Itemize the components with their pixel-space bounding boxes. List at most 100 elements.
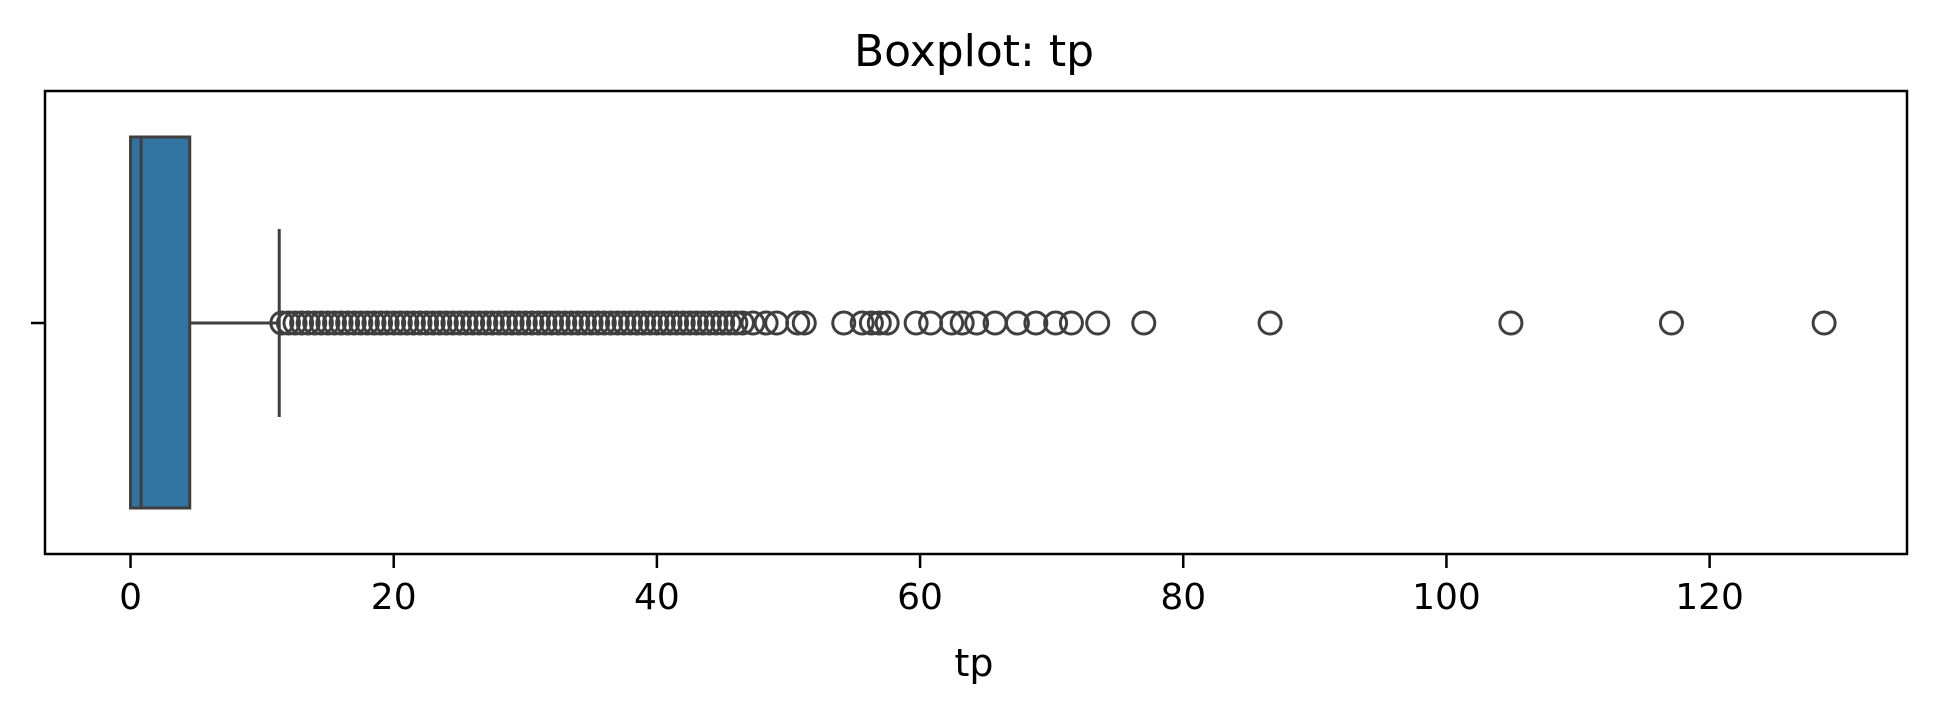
outlier-point — [539, 310, 565, 336]
outlier-point — [308, 310, 334, 336]
outlier-point — [1058, 310, 1084, 336]
outlier-point — [381, 310, 407, 336]
outlier-point — [670, 310, 696, 336]
outlier-point — [949, 310, 975, 336]
outlier-point — [302, 310, 328, 336]
x-axis-tick-label: 40 — [634, 577, 680, 618]
outlier-point — [598, 310, 624, 336]
outlier-point — [493, 310, 519, 336]
outlier-point — [565, 310, 591, 336]
outlier-point — [473, 310, 499, 336]
outlier-point — [400, 310, 426, 336]
outlier-point — [420, 310, 446, 336]
outlier-point — [1131, 310, 1157, 336]
outlier-point — [591, 310, 617, 336]
outlier-point — [315, 310, 341, 336]
outlier-point — [918, 310, 944, 336]
outlier-point — [1658, 310, 1684, 336]
chart-title: Boxplot: tp — [854, 26, 1094, 77]
outlier-point — [532, 310, 558, 336]
outlier-point — [740, 310, 766, 336]
outlier-point — [650, 310, 676, 336]
outlier-point — [328, 310, 354, 336]
outlier-point — [624, 310, 650, 336]
interquartile-box — [129, 135, 192, 510]
outlier-point — [729, 310, 755, 336]
outlier-point — [414, 310, 440, 336]
outlier-point — [866, 310, 892, 336]
outlier-point — [433, 310, 459, 336]
outlier-point — [585, 310, 611, 336]
x-axis-tick-label: 20 — [371, 577, 417, 618]
outlier-point — [874, 310, 900, 336]
outlier-point — [479, 310, 505, 336]
outlier-point — [394, 310, 420, 336]
outlier-point — [335, 310, 361, 336]
outlier-point — [644, 310, 670, 336]
outlier-points — [269, 310, 1837, 336]
outlier-point — [939, 310, 965, 336]
outlier-point — [374, 310, 400, 336]
outlier-point — [831, 310, 857, 336]
outlier-point — [387, 310, 413, 336]
outlier-point — [723, 310, 749, 336]
outlier-point — [499, 310, 525, 336]
outlier-point — [341, 310, 367, 336]
outlier-point — [558, 310, 584, 336]
outlier-point — [1043, 310, 1069, 336]
outlier-point — [1257, 310, 1283, 336]
outlier-point — [282, 310, 308, 336]
x-axis-ticks — [129, 554, 1711, 568]
outlier-point — [637, 310, 663, 336]
x-axis-tick-label: 0 — [119, 577, 142, 618]
outlier-point — [572, 310, 598, 336]
outlier-point — [289, 310, 315, 336]
outlier-point — [1004, 310, 1030, 336]
outlier-point — [348, 310, 374, 336]
outlier-point — [519, 310, 545, 336]
outlier-point — [427, 310, 453, 336]
x-axis-tick-label: 60 — [897, 577, 943, 618]
outlier-point — [716, 310, 742, 336]
outlier-point — [440, 310, 466, 336]
x-axis-tick-label: 120 — [1675, 577, 1744, 618]
outlier-point — [295, 310, 321, 336]
outlier-point — [368, 310, 394, 336]
outlier-point — [791, 310, 817, 336]
outlier-point — [512, 310, 538, 336]
outlier-point — [618, 310, 644, 336]
outlier-point — [486, 310, 512, 336]
outlier-point — [466, 310, 492, 336]
outlier-point — [453, 310, 479, 336]
outlier-point — [858, 310, 884, 336]
outlier-point — [964, 310, 990, 336]
outlier-point — [611, 310, 637, 336]
x-axis-tick-label: 100 — [1412, 577, 1481, 618]
outlier-point — [1085, 310, 1111, 336]
outlier-point — [703, 310, 729, 336]
outlier-point — [604, 310, 630, 336]
outlier-point — [1811, 310, 1837, 336]
outlier-point — [677, 310, 703, 336]
x-axis-tick-labels: 0 20 40 60 80 100 120 — [119, 577, 1744, 618]
outlier-point — [683, 310, 709, 336]
outlier-point — [1498, 310, 1524, 336]
outlier-point — [710, 310, 736, 336]
outlier-point — [1023, 310, 1049, 336]
outlier-point — [753, 310, 779, 336]
outlier-point — [552, 310, 578, 336]
outlier-point — [785, 310, 811, 336]
outlier-point — [697, 310, 723, 336]
outlier-point — [578, 310, 604, 336]
x-axis-tick-label: 80 — [1160, 577, 1206, 618]
outlier-point — [447, 310, 473, 336]
outlier-point — [631, 310, 657, 336]
outlier-point — [321, 310, 347, 336]
outlier-point — [460, 310, 486, 336]
outlier-point — [657, 310, 683, 336]
x-axis-label: tp — [954, 641, 993, 685]
outlier-point — [664, 310, 690, 336]
outlier-point — [407, 310, 433, 336]
outlier-point — [849, 310, 875, 336]
outlier-point — [506, 310, 532, 336]
